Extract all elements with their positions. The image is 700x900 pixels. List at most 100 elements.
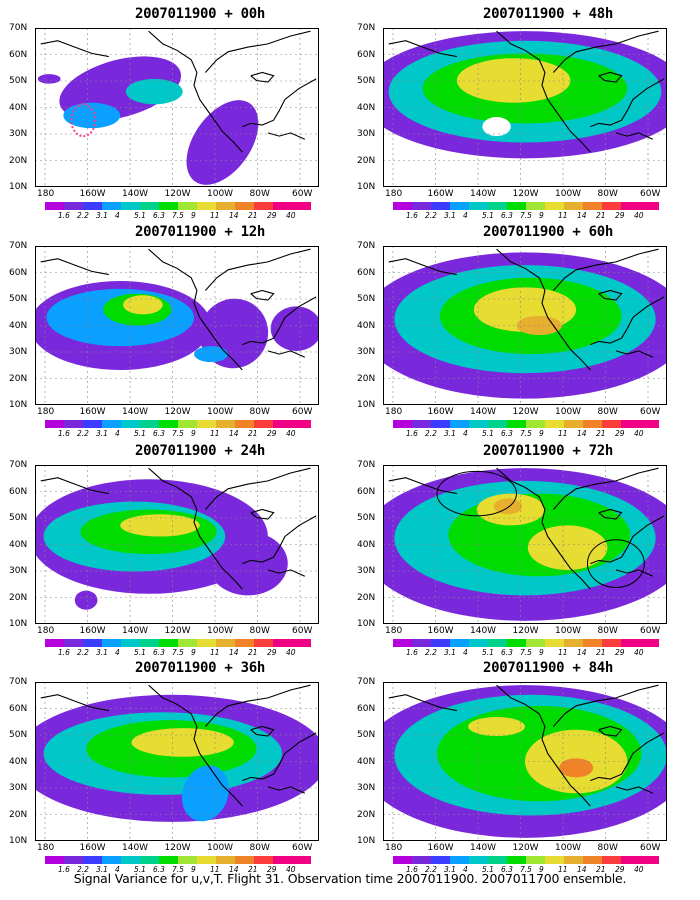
colorbar-swatch <box>254 856 274 864</box>
colorbar-swatch <box>45 639 65 647</box>
lon-tick-label: 60W <box>292 189 313 199</box>
colorbar-swatch <box>469 639 489 647</box>
colorbar-swatch <box>640 639 659 647</box>
lat-tick-label: 70N <box>9 23 28 33</box>
lon-tick-label: 60W <box>640 626 661 636</box>
colorbar-swatch <box>45 856 65 864</box>
lon-tick-label: 100W <box>555 843 582 853</box>
coastline <box>204 248 311 291</box>
variance-contour <box>37 74 61 84</box>
coastline <box>496 248 591 371</box>
panel-title: 2007011900 + 12h <box>134 224 266 240</box>
colorbar-swatch <box>292 202 311 210</box>
coastline <box>615 350 654 358</box>
colorbar-label: 11 <box>558 211 568 220</box>
colorbar-label: 5.1 <box>134 865 146 874</box>
colorbar-swatch <box>640 420 659 428</box>
colorbar-swatch <box>564 856 584 864</box>
lat-tick-label: 40N <box>9 539 28 550</box>
lon-tick-label: 120W <box>164 407 191 417</box>
colorbar-swatch <box>621 856 641 864</box>
lon-tick-label: 160W <box>79 407 106 417</box>
colorbar-swatch <box>159 420 179 428</box>
colorbar-swatch <box>526 639 546 647</box>
lat-tick-label: 10N <box>357 836 376 846</box>
lat-tick-label: 60N <box>9 49 28 60</box>
lon-tick-label: 80W <box>249 189 270 199</box>
lat-tick-label: 30N <box>357 347 376 357</box>
colorbar-label: 7.5 <box>520 865 532 874</box>
lat-tick-label: 20N <box>357 809 376 820</box>
colorbar-swatch <box>216 639 236 647</box>
lat-tick-label: 50N <box>357 294 376 304</box>
lon-tick-label: 120W <box>512 626 539 636</box>
colorbar-label: 7.5 <box>172 429 184 438</box>
coastline <box>250 725 275 737</box>
coastline <box>590 515 665 565</box>
coastline <box>615 132 654 140</box>
colorbar-label: 1.6 <box>58 648 70 657</box>
colorbar-label: 5.1 <box>482 648 494 657</box>
colorbar-swatch <box>254 202 274 210</box>
lat-tick-label: 20N <box>357 155 376 166</box>
colorbar-label: 14 <box>577 865 587 874</box>
coastline <box>148 30 243 153</box>
coastline <box>615 786 654 794</box>
coastline <box>552 684 659 727</box>
lon-tick-label: 60W <box>640 189 661 199</box>
colorbar-swatch <box>292 420 311 428</box>
colorbar-label: 7.5 <box>172 211 184 220</box>
lat-tick-label: 50N <box>9 730 28 740</box>
lat-tick-label: 50N <box>357 730 376 740</box>
coastline <box>598 289 623 301</box>
map-panel: 2007011900 + 84h 70N 60N 50N 40N 30N 20N 10N 180… <box>357 660 700 875</box>
lat-tick-label: 40N <box>357 539 376 550</box>
colorbar-label: 1.6 <box>406 429 418 438</box>
colorbar-label: 29 <box>267 865 277 874</box>
colorbar-swatch <box>197 856 217 864</box>
colorbar-swatch <box>488 202 508 210</box>
lat-tick-label: 30N <box>9 129 28 139</box>
colorbar-label: 21 <box>248 211 258 220</box>
colorbar-label: 3.1 <box>96 211 108 220</box>
colorbar-label: 40 <box>634 648 644 657</box>
colorbar-label: 40 <box>286 865 296 874</box>
colorbar-swatch <box>140 639 160 647</box>
lat-tick-label: 50N <box>357 76 376 86</box>
colorbar-label: 29 <box>267 211 277 220</box>
colorbar-swatch <box>121 420 141 428</box>
coastline <box>204 30 311 73</box>
colorbar-label: 4 <box>115 648 120 657</box>
panel-title: 2007011900 + 60h <box>482 224 614 240</box>
variance-contour <box>482 117 511 137</box>
colorbar-swatch <box>121 856 141 864</box>
colorbar-swatch <box>83 420 103 428</box>
colorbar-swatch <box>64 420 84 428</box>
lon-tick-label: 160W <box>79 189 106 199</box>
lon-tick-label: 100W <box>207 626 234 636</box>
colorbar-swatch <box>545 639 565 647</box>
colorbar-label: 29 <box>267 429 277 438</box>
colorbar-swatch <box>488 420 508 428</box>
colorbar-label: 21 <box>596 648 606 657</box>
colorbar-swatch <box>488 856 508 864</box>
lat-tick-label: 20N <box>357 373 376 384</box>
colorbar <box>45 420 311 428</box>
colorbar-swatch <box>235 420 255 428</box>
colorbar-label: 14 <box>577 211 587 220</box>
colorbar-swatch <box>216 856 236 864</box>
lon-tick-label: 120W <box>164 843 191 853</box>
variance-contour <box>131 728 234 757</box>
colorbar-label: 14 <box>229 648 239 657</box>
lon-tick-label: 180 <box>385 189 403 199</box>
colorbar-swatch <box>273 639 293 647</box>
colorbar-label: 2.2 <box>425 865 437 874</box>
colorbar-label: 6.3 <box>501 865 513 874</box>
coastline <box>204 467 311 510</box>
colorbar-swatch <box>45 420 65 428</box>
lat-tick-label: 10N <box>357 182 376 192</box>
colorbar-label: 3.1 <box>96 865 108 874</box>
colorbar-label: 9 <box>539 648 544 657</box>
colorbar-swatch <box>140 202 160 210</box>
lat-tick-label: 10N <box>9 400 28 410</box>
